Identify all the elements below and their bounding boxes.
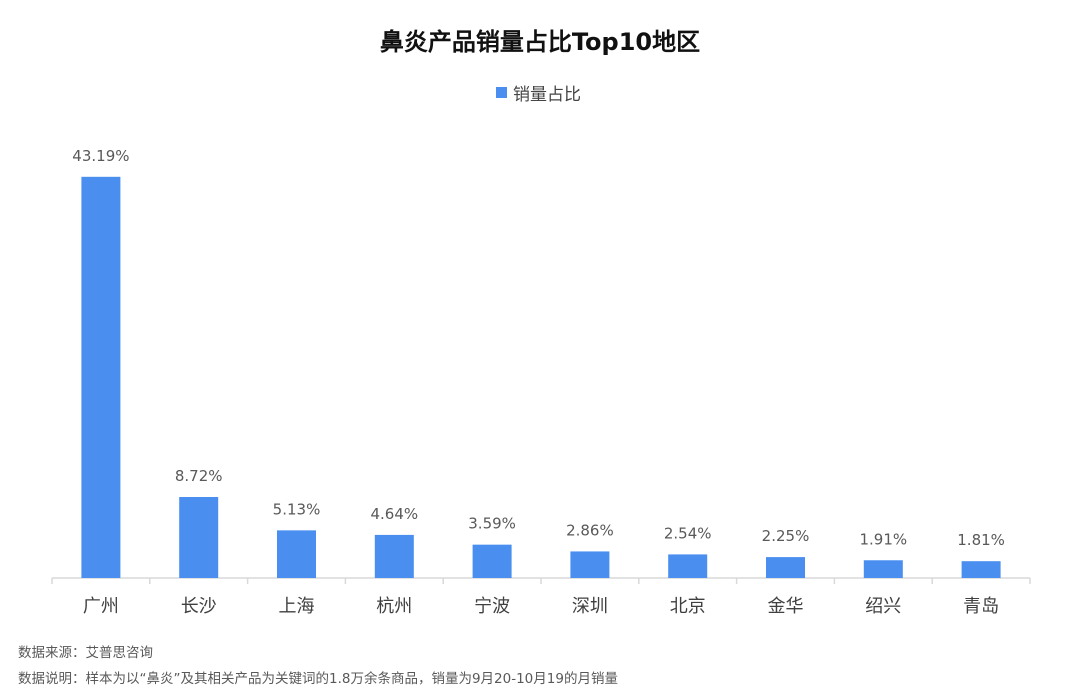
data-source: 数据来源：艾普思咨询 (18, 645, 153, 661)
data-label: 8.72% (175, 467, 223, 485)
bar (863, 560, 903, 578)
chart-title: 鼻炎产品销量占比Top10地区 (379, 28, 701, 56)
x-tick-label: 北京 (670, 596, 706, 617)
data-label: 43.19% (72, 147, 129, 165)
data-label: 2.25% (762, 527, 810, 545)
data-label: 2.86% (566, 521, 614, 539)
data-label: 3.59% (468, 515, 516, 533)
x-tick-label: 长沙 (181, 596, 217, 617)
x-tick-label: 金华 (768, 596, 804, 617)
x-tick-label: 深圳 (572, 596, 608, 617)
data-label: 1.81% (957, 531, 1005, 549)
data-label: 5.13% (273, 500, 321, 518)
bar (668, 554, 708, 578)
bar (374, 534, 414, 578)
data-note: 数据说明：样本为以“鼻炎”及其相关产品为关键词的1.8万余条商品，销量为9月20… (18, 671, 618, 687)
x-tick-label: 青岛 (963, 596, 999, 617)
bar (81, 176, 121, 579)
legend-swatch (496, 86, 507, 98)
data-label: 1.91% (859, 530, 907, 548)
data-label: 2.54% (664, 524, 712, 542)
bar (766, 557, 805, 578)
x-tick-label: 杭州 (376, 596, 412, 617)
bar (472, 544, 512, 578)
x-tick-label: 绍兴 (865, 596, 901, 617)
legend: 销量占比 (496, 82, 581, 105)
x-tick-label: 宁波 (474, 596, 510, 617)
bar (277, 530, 316, 578)
bar (570, 551, 610, 578)
x-tick-label: 上海 (279, 596, 315, 617)
x-tick-label: 广州 (83, 596, 119, 617)
bar (179, 497, 219, 578)
bar (961, 561, 1001, 578)
legend-label: 销量占比 (513, 84, 581, 105)
data-label: 4.64% (370, 505, 418, 523)
